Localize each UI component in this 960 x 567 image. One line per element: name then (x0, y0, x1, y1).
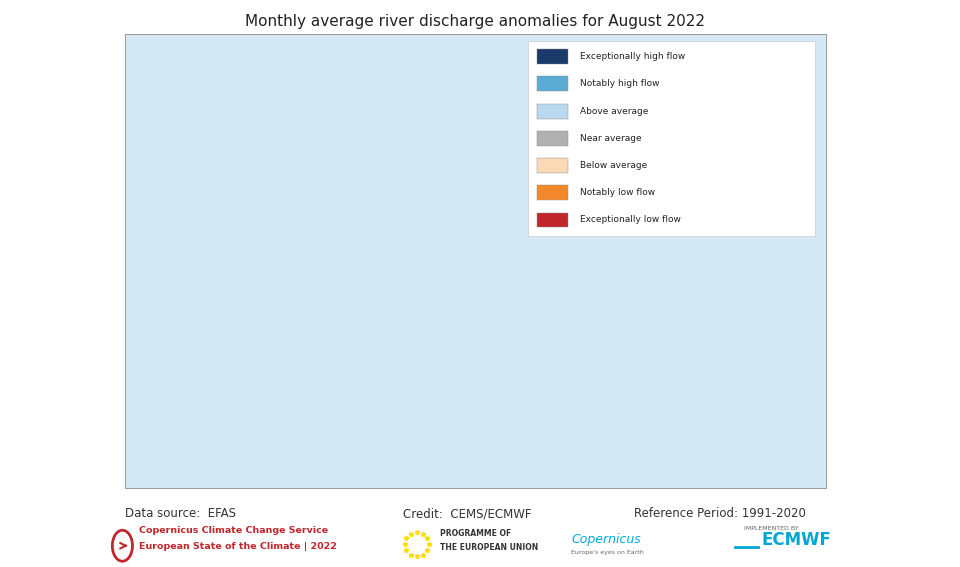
Text: Above average: Above average (580, 107, 649, 116)
Text: Below average: Below average (580, 161, 648, 170)
Text: THE EUROPEAN UNION: THE EUROPEAN UNION (440, 543, 538, 552)
Title: Monthly average river discharge anomalies for August 2022: Monthly average river discharge anomalie… (245, 14, 706, 29)
Text: Credit:  CEMS/ECMWF: Credit: CEMS/ECMWF (403, 507, 532, 521)
FancyBboxPatch shape (528, 41, 815, 236)
Bar (537, 213, 568, 227)
Text: Exceptionally high flow: Exceptionally high flow (580, 52, 685, 61)
Text: Notably high flow: Notably high flow (580, 79, 660, 88)
Text: IMPLEMENTED BY: IMPLEMENTED BY (744, 526, 799, 531)
Text: Near average: Near average (580, 134, 642, 143)
Text: Copernicus: Copernicus (571, 534, 641, 546)
Text: Notably low flow: Notably low flow (580, 188, 656, 197)
Bar (537, 77, 568, 91)
Bar (537, 49, 568, 64)
Text: ECMWF: ECMWF (762, 531, 831, 549)
Text: Copernicus Climate Change Service: Copernicus Climate Change Service (139, 526, 328, 535)
Bar (537, 104, 568, 119)
Text: Europe's eyes on Earth: Europe's eyes on Earth (571, 551, 644, 555)
Text: European State of the Climate | 2022: European State of the Climate | 2022 (139, 542, 337, 551)
Text: PROGRAMME OF: PROGRAMME OF (440, 529, 511, 538)
Text: Exceptionally low flow: Exceptionally low flow (580, 215, 682, 225)
Text: Reference Period: 1991-2020: Reference Period: 1991-2020 (634, 507, 805, 521)
Text: Data source:  EFAS: Data source: EFAS (125, 507, 236, 521)
Bar (537, 185, 568, 200)
Bar (537, 158, 568, 173)
Bar (537, 131, 568, 146)
